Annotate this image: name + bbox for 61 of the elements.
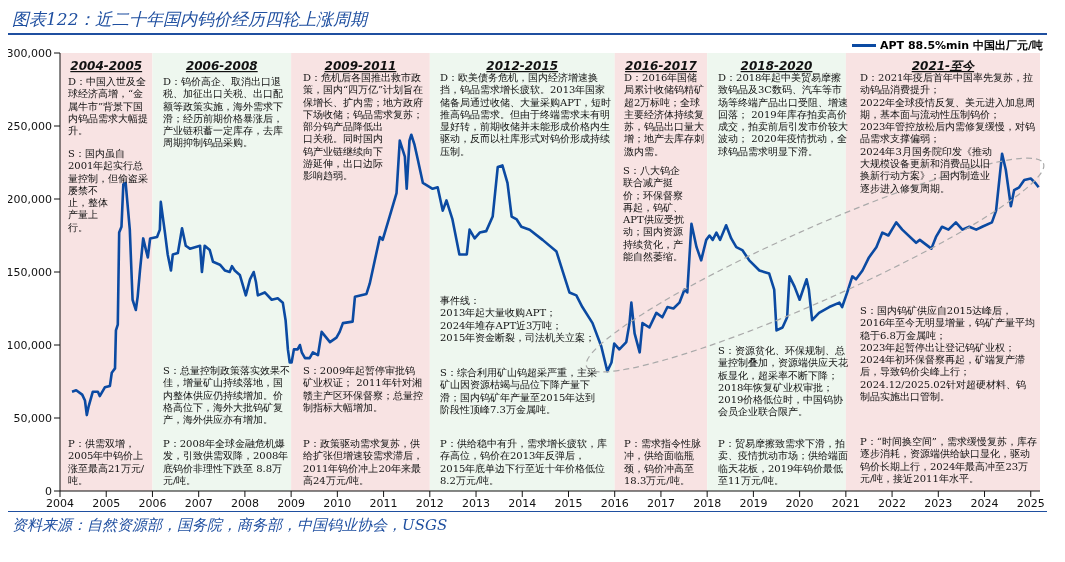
- x-tick-label: 2011: [369, 496, 398, 510]
- annotation: S：国内钨矿供应自2015达峰后，2016年至今无明显增量，钨矿产量平均稳于6.8万金属吨； 2023年起暂停出让登记钨矿业权； 2024年初环保督察再起，矿端复产滞后，导致钨价尖峰上行； 2024.12/2025.02针对超硬材料、钨制品实施出口管制。: [860, 305, 1036, 404]
- annotation: D：中国入世及全球经济高增，“金属牛市”背景下国内钨品需求大幅提升。: [68, 76, 148, 138]
- annotation: P：“时间换空间”，需求缓慢复苏，库存逐步消耗，资源端供给缺口显化，驱动钨价长期上行，2024年最高冲至23万元/吨，接近2011年水平。: [860, 436, 1038, 486]
- x-tick-label: 2005: [92, 496, 121, 510]
- y-tick-label: 50,000: [13, 411, 52, 425]
- y-tick-label: 250,000: [6, 119, 52, 133]
- x-tick-label: 2016: [600, 496, 629, 510]
- legend-label: APT 88.5%min 中国出厂元/吨: [880, 38, 1043, 53]
- annotation: S：综合利用矿山钨超采严重，主采矿山因资源枯竭与品位下降产量下滑；国内钨矿年产量至2015年达到阶段性顶峰7.3万金属吨。: [440, 367, 598, 417]
- band-label: 2016-2017: [625, 59, 698, 73]
- annotation: P：2008年全球金融危机爆发，引致供需双降，2008年底钨价非理性下跌至 8.8万元/吨。: [163, 438, 290, 488]
- annotation: D：钨价高企、取消出口退税、加征出口关税、出口配额等政策实施，海外需求下滑；经历前期价格暴涨后，产业链积蓄一定库存，去库周期抑制钨品采购。: [163, 76, 284, 150]
- annotation: P：供需双增，2005年中钨价上涨至最高21万元/吨。: [68, 438, 146, 488]
- band-label: 2009-2011: [324, 59, 397, 73]
- x-tick-label: 2017: [646, 496, 675, 510]
- y-tick-label: 300,000: [6, 46, 52, 60]
- band-label: 2006-2008: [185, 59, 258, 73]
- y-tick-label: 0: [45, 484, 52, 498]
- text: D：2021年疫后首年中国率先复苏，拉动钨品消费提升； 2022年全球疫情反复、美元进入加息周期，基本面与流动性压制钨价； 2023年管控放松后内需修复缓慢，对钨品需求支撑偏弱； 2024年3月国务院印发《推动大规模设备更新和消费品以旧换新行动方案》；国内制造业逐步进入修复周期。: [860, 72, 1036, 194]
- annotation: D：2018年起中美贸易摩擦致钨品及3C数码、汽车等市场等终端产品出口受阻、增速回落； 2019年库存拍卖高价成交，拍卖前后引发市价较大波动； 2020年疫情扰动，全球钨品需求明显下滑。: [718, 72, 848, 159]
- annotation: 事件线： 2013年起大量收购APT； 2024年堆存APT近3万吨； 2015年资金断裂，司法机关立案；: [440, 295, 597, 345]
- y-tick-label: 100,000: [6, 338, 52, 352]
- band-label: 2004-2005: [70, 59, 143, 73]
- x-tick-label: 2013: [462, 496, 491, 510]
- x-tick-label: 2021: [831, 496, 860, 510]
- x-tick-label: 2007: [184, 496, 213, 510]
- band-label: 2012-2015: [486, 59, 559, 73]
- annotation: D：欧美债务危机，国内经济增速换挡，钨品需求增长疲软。2013年国家储备局通过收储、大量采购APT，短时推高钨品需求。但由于终端需求未有明显好转，前期收储并未能形成价格内生驱动，反而以社库形式对钨价形成持续压制。: [440, 72, 612, 159]
- annotation: P：政策驱动需求复苏，供给扩张但增速较需求滞后，2011年钨价冲上20年来最高24万元/吨。: [303, 438, 424, 488]
- x-tick-label: 2014: [508, 496, 537, 510]
- y-tick-label: 150,000: [6, 265, 52, 279]
- band-label: 2021-至今: [911, 59, 977, 73]
- x-tick-label: 2012: [415, 496, 444, 510]
- x-tick-label: 2009: [277, 496, 306, 510]
- x-tick-label: 2006: [138, 496, 167, 510]
- x-tick-label: 2018: [693, 496, 722, 510]
- annotation: P：供给稳中有升，需求增长疲软，库存高位，钨价在2013年反弹后，2015年底单边下行至近十年价格低位8.2万元/吨。: [440, 438, 608, 488]
- x-tick-label: 2025: [1016, 496, 1045, 510]
- annotation: S：2009年起暂停审批钨矿业权证； 2011年针对湘赣主产区环保督察；总量控制指标大幅增加。: [303, 365, 424, 415]
- annotation: S：资源贫化、环保规制、总量控制叠加，资源端供应天花板显化，超采率不断下降； 2018年恢复矿业权审批； 2019价格低位时，中国钨协会员企业联合限产。: [718, 345, 849, 419]
- annotation: P：需求指令性脉冲，供给面临瓶颈，钨价冲高至18.3万元/吨。: [624, 438, 702, 488]
- annotation: D：2016年国储局累计收储钨精矿超2万标吨；全球主要经济体持续复苏，钨品出口量大增；地产去库存刺激内需。: [624, 72, 705, 159]
- band-label: 2018-2020: [740, 59, 813, 73]
- x-tick-label: 2004: [46, 496, 74, 510]
- annotation: S：总量控制政策落实效果不佳，增量矿山持续落地，国内整体供应仍持续增加。价格高位下，海外大批钨矿复产，海外供应亦有增加。: [163, 365, 291, 427]
- text: D：危机后各国推出救市政策，国内“四万亿”计划旨在保增长、扩内需；地方政府下场收储；钨品需求复苏；部分钨产品降低出口关税。同时国内钨产业链继续向下游延伸，出口边际影响趋弱。: [303, 72, 424, 182]
- chart-title: 图表122：近二十年国内钨价经历四轮上涨周期: [12, 8, 368, 31]
- text: 资料来源：自然资源部，国务院，商务部，中国钨业协会，USGS: [12, 516, 448, 535]
- annotation: P：贸易摩擦致需求下滑，拍卖、疫情扰动市场；供给端面临天花板，2019年钨价最低至11万元/吨。: [718, 438, 849, 488]
- x-tick-label: 2019: [739, 496, 768, 510]
- x-tick-label: 2020: [785, 496, 814, 510]
- x-tick-label: 2024: [970, 496, 999, 510]
- annotation: S：国内虽自2001年起实行总量控制，但偷盗采屡禁不止，整体产量上行。: [68, 148, 148, 233]
- x-tick-label: 2008: [230, 496, 259, 510]
- y-tick-label: 200,000: [6, 192, 52, 206]
- x-tick-label: 2010: [323, 496, 352, 510]
- x-tick-label: 2022: [878, 496, 907, 510]
- annotation: S：八大钨企联合减产挺价；环保督察再起，钨矿、APT供应受扰动；国内资源持续贫化，产能自然萎缩。: [623, 165, 685, 264]
- x-tick-label: 2015: [554, 496, 583, 510]
- x-tick-label: 2023: [924, 496, 953, 510]
